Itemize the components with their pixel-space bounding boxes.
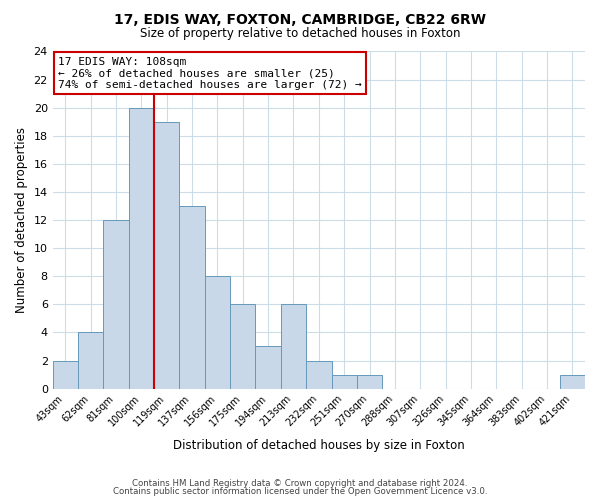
Y-axis label: Number of detached properties: Number of detached properties	[15, 127, 28, 313]
Text: 17 EDIS WAY: 108sqm
← 26% of detached houses are smaller (25)
74% of semi-detach: 17 EDIS WAY: 108sqm ← 26% of detached ho…	[58, 56, 362, 90]
Bar	[256, 346, 281, 389]
Text: Contains HM Land Registry data © Crown copyright and database right 2024.: Contains HM Land Registry data © Crown c…	[132, 478, 468, 488]
Bar	[53, 360, 78, 388]
Bar	[179, 206, 205, 388]
Text: Contains public sector information licensed under the Open Government Licence v3: Contains public sector information licen…	[113, 487, 487, 496]
Text: Size of property relative to detached houses in Foxton: Size of property relative to detached ho…	[140, 28, 460, 40]
Bar	[103, 220, 129, 388]
Bar	[78, 332, 103, 388]
Bar	[560, 374, 585, 388]
Bar	[357, 374, 382, 388]
Bar	[306, 360, 332, 388]
Bar	[129, 108, 154, 388]
Bar	[332, 374, 357, 388]
Bar	[230, 304, 256, 388]
X-axis label: Distribution of detached houses by size in Foxton: Distribution of detached houses by size …	[173, 440, 465, 452]
Bar	[205, 276, 230, 388]
Bar	[154, 122, 179, 388]
Bar	[281, 304, 306, 388]
Text: 17, EDIS WAY, FOXTON, CAMBRIDGE, CB22 6RW: 17, EDIS WAY, FOXTON, CAMBRIDGE, CB22 6R…	[114, 12, 486, 26]
